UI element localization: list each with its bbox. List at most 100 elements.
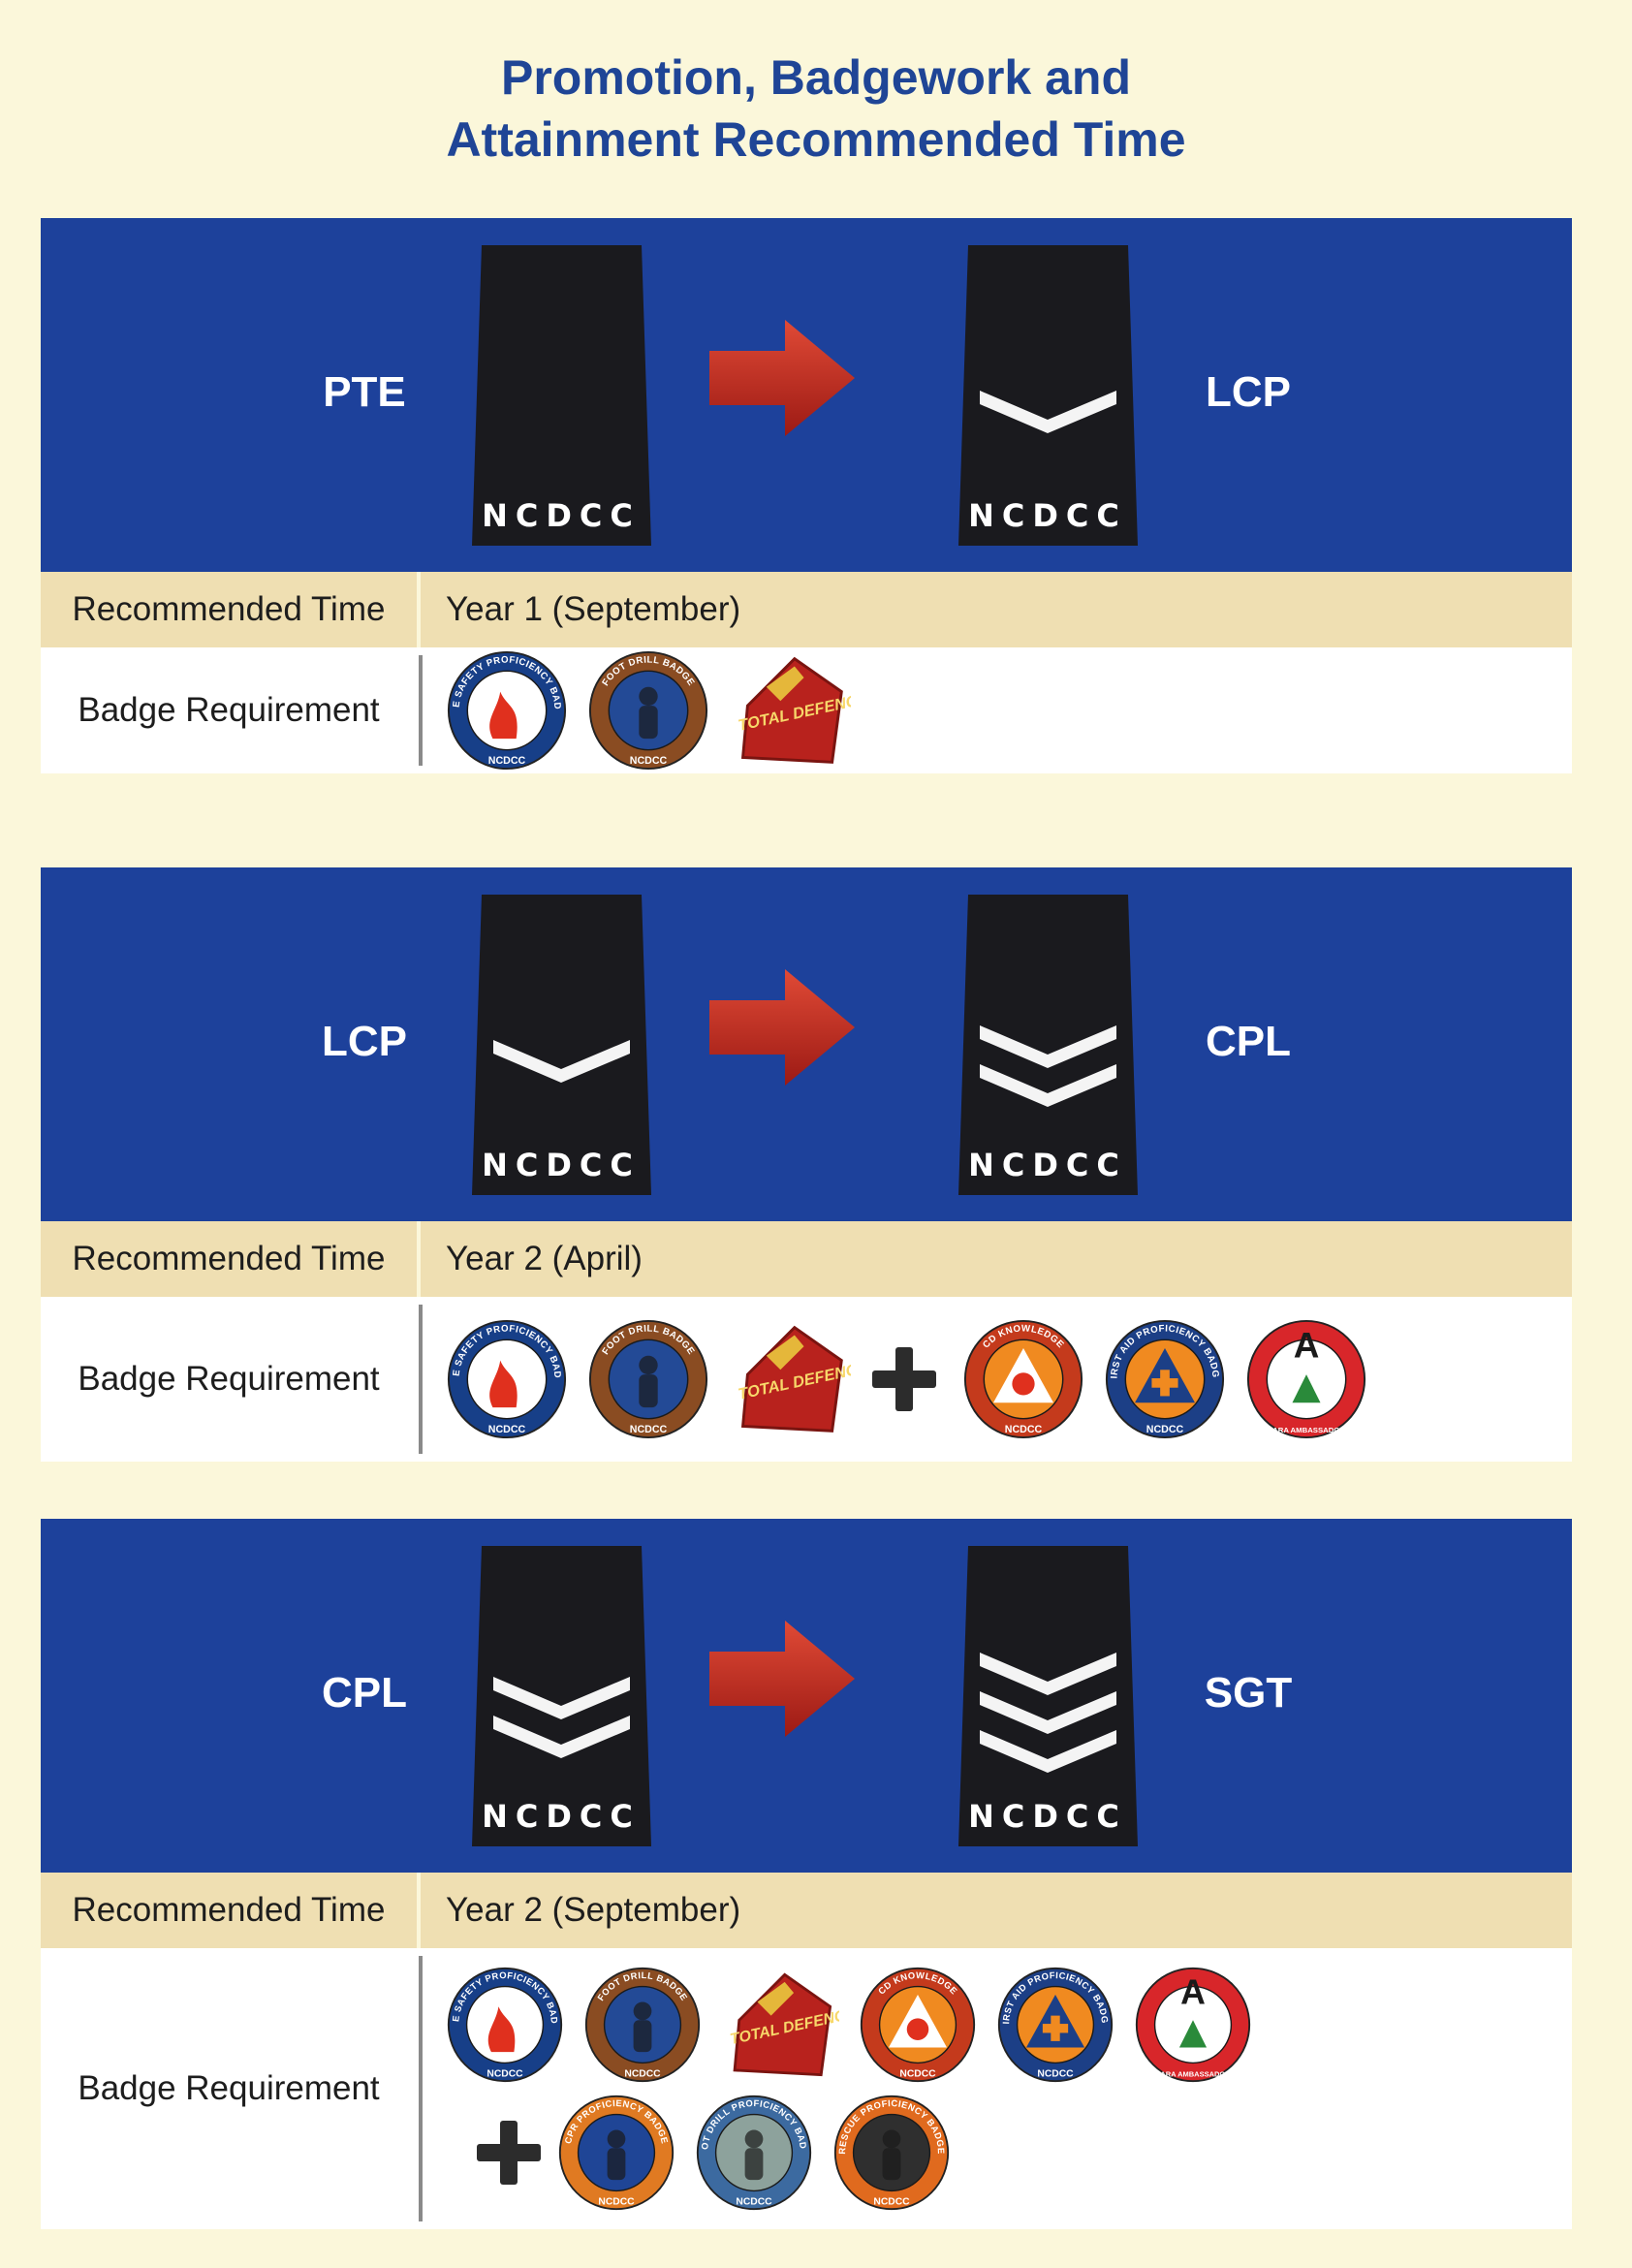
rank-board-icon: NCDCC — [958, 895, 1138, 1195]
to-rank-board: NCDCC — [958, 245, 1138, 551]
rank-board-icon: NCDCC — [958, 245, 1138, 546]
from-rank-label: CPL — [297, 1664, 432, 1722]
svg-text:NCDCC: NCDCC — [486, 2068, 523, 2079]
svg-text:A: A — [1294, 1326, 1320, 1366]
total-defence-badge: TOTAL DEFENCE — [729, 649, 851, 776]
rank-board-icon: NCDCC — [472, 895, 651, 1195]
from-rank-board: NCDCC — [472, 895, 651, 1200]
row-divider — [417, 1221, 421, 1297]
arrow-right-icon — [709, 969, 855, 1086]
badge-requirement-label: Badge Requirement — [41, 647, 417, 773]
recommended-time-value: Year 1 (September) — [446, 572, 740, 647]
svg-text:SARA AMBASSADOR: SARA AMBASSADOR — [1155, 2069, 1231, 2078]
to-rank-label: LCP — [1180, 363, 1316, 422]
cd-knowledge-badge: CD KNOWLEDGE NCDCC — [859, 1966, 977, 2089]
fire-safety-proficiency-badge: FIRE SAFETY PROFICIENCY BADGENCDCC — [446, 1966, 564, 2089]
cpr-proficiency-badge: CPR PROFICIENCY BADGE NCDCC — [557, 2094, 675, 2217]
civil-defence-triangle-icon: CD KNOWLEDGENCDCC — [859, 1966, 977, 2084]
recommended-time-label: Recommended Time — [41, 1221, 417, 1297]
svg-text:SARA AMBASSADOR: SARA AMBASSADOR — [1268, 1426, 1345, 1434]
board-label: NCDCC — [968, 1798, 1127, 1835]
row-divider — [417, 1873, 421, 1948]
sara-ambassador-badge: A SARA AMBASSADOR — [1134, 1966, 1252, 2089]
badge-requirement-row: Badge Requirement FIRE SAFETY PROFICIENCY… — [41, 1297, 1572, 1462]
rank-board-icon: NCDCC — [958, 1546, 1138, 1846]
rank-banner: PTE LCP NCDCC NCDCC — [41, 218, 1572, 572]
total-defence-badge: TOTAL DEFENCE — [729, 1318, 851, 1445]
rank-board-icon: NCDCC — [472, 1546, 651, 1846]
from-rank-label: LCP — [297, 1013, 432, 1071]
to-rank-board: NCDCC — [958, 1546, 1138, 1851]
row-divider — [419, 655, 423, 766]
badge-requirement-row: Badge Requirement FIRE SAFETY PROFICIENCY… — [41, 1948, 1572, 2229]
svg-text:NCDCC: NCDCC — [488, 1424, 526, 1435]
from-rank-board: NCDCC — [472, 245, 651, 551]
svg-text:NCDCC: NCDCC — [899, 2068, 936, 2079]
recommended-time-row: Recommended Time Year 1 (September) — [41, 572, 1572, 647]
recommended-time-label: Recommended Time — [41, 572, 417, 647]
foot-drill-badge: FOOT DRILL BADGE NCDCC — [583, 1966, 702, 2089]
rank-banner: CPL SGT NCDCC NCDCC — [41, 1519, 1572, 1873]
page-title-line-2: Attainment Recommended Time — [0, 109, 1632, 171]
arrow-right-icon — [709, 320, 855, 436]
total-defence-icon: TOTAL DEFENCE — [729, 649, 851, 772]
svg-text:NCDCC: NCDCC — [736, 2196, 772, 2207]
sara-icon: A SARA AMBASSADOR — [1245, 1318, 1367, 1440]
svg-text:A: A — [1180, 1972, 1206, 2011]
svg-text:NCDCC: NCDCC — [1146, 1424, 1184, 1435]
sara-ambassador-badge: A SARA AMBASSADOR — [1245, 1318, 1367, 1445]
recommended-time-row: Recommended Time Year 2 (April) — [41, 1221, 1572, 1297]
svg-text:NCDCC: NCDCC — [630, 755, 668, 767]
foot-drill-badge: FOOT DRILL BADGE NCDCC — [587, 649, 709, 776]
total-defence-badge: TOTAL DEFENCE — [721, 1966, 839, 2089]
total-defence-icon: TOTAL DEFENCE — [721, 1966, 839, 2084]
to-rank-label: SGT — [1180, 1664, 1316, 1722]
to-rank-board: NCDCC — [958, 895, 1138, 1200]
svg-text:NCDCC: NCDCC — [598, 2196, 635, 2207]
badge-requirement-row: Badge Requirement FIRE SAFETY PROFICIENCY… — [41, 647, 1572, 773]
total-defence-icon: TOTAL DEFENCE — [729, 1318, 851, 1440]
svg-text:NCDCC: NCDCC — [1005, 1424, 1043, 1435]
row-divider — [419, 1305, 423, 1454]
svg-text:NCDCC: NCDCC — [873, 2196, 910, 2207]
svg-text:NCDCC: NCDCC — [1037, 2068, 1074, 2079]
board-label: NCDCC — [968, 497, 1127, 534]
sara-icon: A SARA AMBASSADOR — [1134, 1966, 1252, 2084]
board-label: NCDCC — [482, 497, 641, 534]
recommended-time-label: Recommended Time — [41, 1873, 417, 1948]
svg-text:NCDCC: NCDCC — [630, 1424, 668, 1435]
badge-requirement-label: Badge Requirement — [41, 1297, 417, 1462]
fire-safety-proficiency-badge: FIRE SAFETY PROFICIENCY BADGENCDCC — [446, 649, 568, 776]
rank-banner: LCP CPL NCDCC NCDCC — [41, 867, 1572, 1221]
svg-text:NCDCC: NCDCC — [624, 2068, 661, 2079]
page-title: Promotion, Badgework and Attainment Reco… — [0, 47, 1632, 171]
promotion-arrow — [709, 320, 855, 441]
plus-sign — [870, 1345, 938, 1418]
rank-board-icon: NCDCC — [472, 245, 651, 546]
foot-drill-badge: FOOT DRILL BADGE NCDCC — [587, 1318, 709, 1445]
svg-text:NCDCC: NCDCC — [488, 755, 526, 767]
recommended-time-value: Year 2 (April) — [446, 1221, 643, 1297]
to-rank-label: CPL — [1180, 1013, 1316, 1071]
row-divider — [417, 572, 421, 647]
arrow-right-icon — [709, 1621, 855, 1737]
plus-icon — [870, 1345, 938, 1413]
recommended-time-row: Recommended Time Year 2 (September) — [41, 1873, 1572, 1948]
plus-sign — [475, 2119, 543, 2191]
page-title-line-1: Promotion, Badgework and — [0, 47, 1632, 109]
